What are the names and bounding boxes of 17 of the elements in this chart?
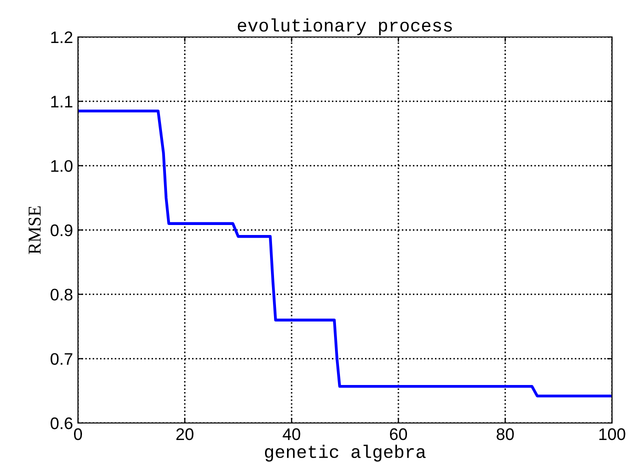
y-tick-label: 1.0 xyxy=(51,160,72,172)
y-tick-label: 0.8 xyxy=(50,288,72,301)
x-tick-label: 100 xyxy=(599,428,626,440)
x-tick-label: 80 xyxy=(496,428,514,440)
chart-title: evolutionary process xyxy=(238,18,452,36)
y-tick-label: 1.2 xyxy=(51,31,72,44)
y-axis-title: RMSE xyxy=(28,206,41,254)
y-tick-label: 0.9 xyxy=(50,224,72,236)
x-axis-title: genetic algebra xyxy=(264,444,426,462)
x-tick-label: 20 xyxy=(176,428,194,440)
y-tick-label: 1.1 xyxy=(51,96,72,108)
x-tick-label: 0 xyxy=(74,428,82,440)
y-tick-label: 0.6 xyxy=(50,417,72,430)
line-series xyxy=(78,110,612,398)
x-tick-label: 40 xyxy=(282,428,300,440)
y-tick-label: 0.7 xyxy=(50,353,72,365)
x-tick-label: 60 xyxy=(390,428,408,440)
